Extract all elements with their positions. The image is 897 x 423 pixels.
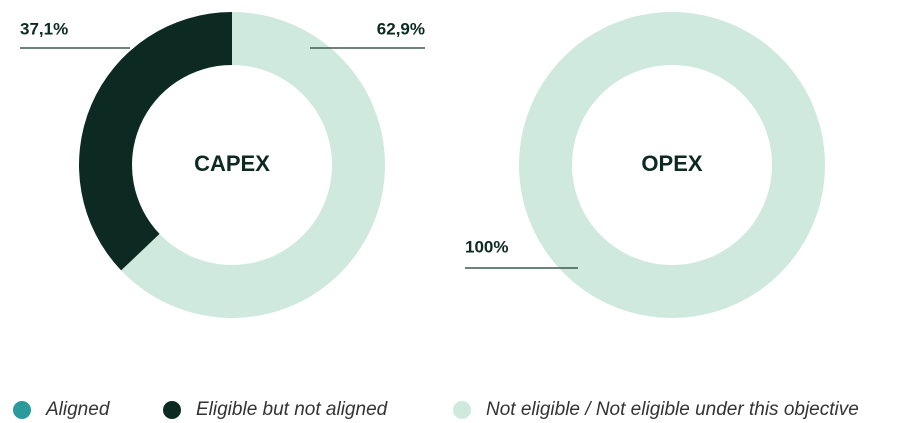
legend-label: Not eligible / Not eligible under this o… [486,399,859,420]
donut-segment [121,12,385,318]
donut-segment [519,12,825,318]
chart-title: OPEX [641,151,702,176]
legend-label: Aligned [45,399,111,420]
value-label: 62,9% [377,19,425,38]
legend-swatch [163,401,181,419]
legend-swatch [453,401,471,419]
legend-swatch [13,401,31,419]
value-label: 37,1% [20,19,68,38]
legend-label: Eligible but not aligned [196,399,389,420]
value-label: 100% [465,237,508,256]
donut-segment [79,12,232,271]
chart-title: CAPEX [194,151,270,176]
